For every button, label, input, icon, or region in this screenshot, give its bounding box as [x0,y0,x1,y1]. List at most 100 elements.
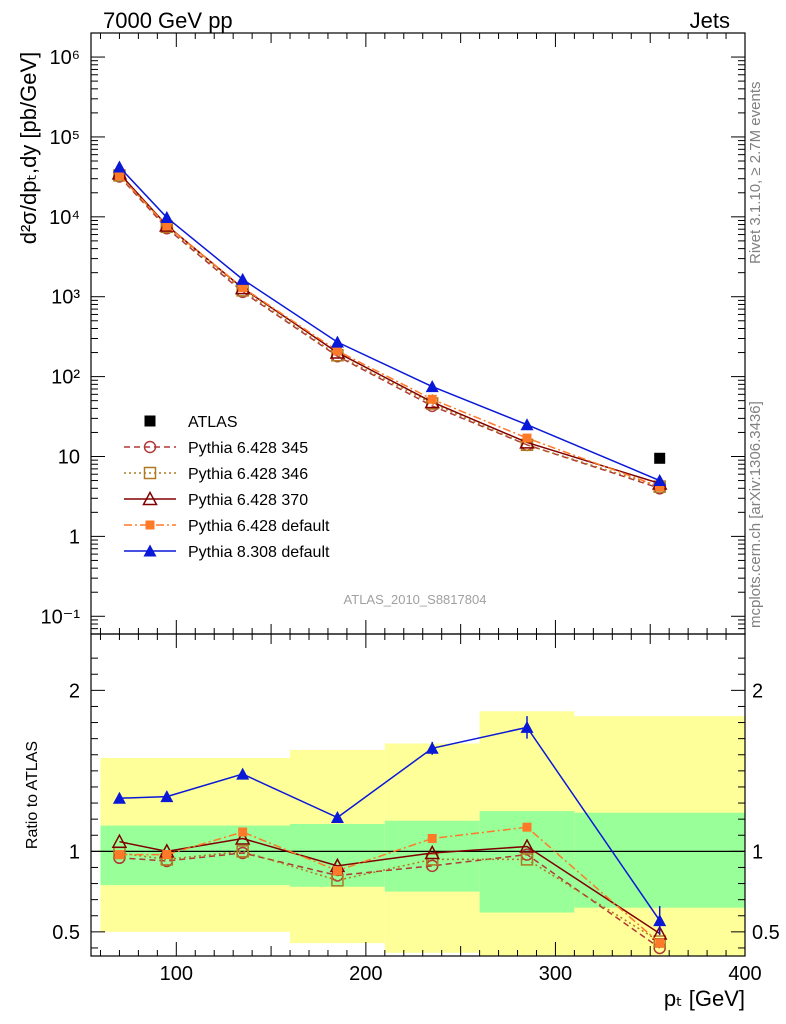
legend-label: ATLAS [188,414,238,431]
legend-label: Pythia 8.308 default [188,544,330,561]
ratio-y-tick-label: 1 [69,841,80,863]
y-tick-label: 1 [69,526,80,548]
legend-label: Pythia 6.428 default [188,518,330,535]
main-point-pythia-8-308-default [112,160,126,173]
main-point-pythia-6-428-default [522,433,532,443]
ratio-point-pythia-6-428-370 [424,844,440,860]
y-axis-title-top: d²σ/dpₜ,dy [pb/GeV] [16,52,41,245]
legend-marker [142,490,158,506]
legend-entry-pythia-6-428-346: Pythia 6.428 346 [124,466,308,483]
ratio-point-pythia-6-428-default [427,833,437,843]
legend-label: Pythia 6.428 370 [188,492,308,509]
ratio-y-tick-label-right: 1 [752,841,763,863]
x-tick-label: 200 [349,963,382,985]
mcplots-side-label-text: mcplots.cern.ch [arXiv:1306.3436] [747,401,764,628]
y-tick-label: 10 [58,446,80,468]
main-point-pythia-6-428-default [655,482,665,492]
ratio-point-pythia-8-308-default [425,741,439,754]
header-left-label: 7000 GeV pp [103,8,233,33]
legend-label: Pythia 6.428 345 [188,440,308,457]
ratio-y-tick-label: 2 [69,680,80,702]
ratio-panel-data [111,716,668,955]
main-point-pythia-8-308-default [425,380,439,393]
ratio-point-pythia-8-308-default [112,791,126,804]
y-tick-label: 10⁵ [49,127,80,149]
y-tick-label: 10⁴ [49,207,80,229]
main-line-pythia-8-308-default [118,166,660,482]
x-tick-label: 400 [728,963,761,985]
main-point-pythia-8-308-default [520,418,534,431]
ratio-point-pythia-8-308-default [520,720,534,733]
legend-entry-atlas: ATLAS [144,414,238,431]
mcplots-side-label: mcplots.cern.ch [arXiv:1306.3436] [747,401,764,628]
y-tick-label: 10⁶ [50,47,80,69]
y-tick-label: 10³ [51,287,80,309]
y-tick-label: 10² [51,367,80,389]
x-tick-label: 100 [160,963,193,985]
x-axis-title: pₜ [GeV] [664,986,745,1011]
header-right-label: Jets [690,8,730,33]
main-point-pythia-6-428-default [162,221,172,231]
ratio-point-pythia-8-308-default [160,790,174,803]
ratio-point-pythia-8-308-default [236,767,250,780]
y-axis-title-top-text: d²σ/dpₜ,dy [pb/GeV] [16,52,41,245]
ratio-point-pythia-8-308-default [653,914,667,927]
x-tick-label: 300 [539,963,572,985]
ratio-point-pythia-6-428-346 [425,853,439,866]
main-point-pythia-8-308-default [330,335,344,348]
ratio-point-pythia-6-428-370 [519,838,535,853]
ratio-panel-frame [90,633,746,957]
ratio-point-pythia-6-428-default [522,822,532,832]
legend-entry-pythia-6-428-default: Pythia 6.428 default [124,518,330,535]
main-line-pythia-6-428-370 [118,172,660,485]
ratio-point-pythia-6-428-346 [520,853,534,866]
legend-entry-pythia-8-308-default: Pythia 8.308 default [124,544,330,561]
ratio-y-tick-label-right: 2 [752,680,763,702]
ratio-point-pythia-6-428-default [655,938,665,948]
main-point-pythia-8-308-default [160,211,174,224]
main-point-pythia-6-428-default [427,394,437,404]
ratio-point-pythia-6-428-370 [234,830,251,845]
main-point-pythia-6-428-default [332,346,342,356]
ratio-band-inner [574,812,745,908]
legend-marker [143,466,157,480]
main-panel-data [111,160,668,495]
y-axis-title-bottom-text: Ratio to ATLAS [24,741,41,849]
ratio-panel-axes: 100 200 300 400 0.5 0.5 1 1 2 2 [52,633,780,985]
ratio-band-inner [100,825,291,886]
ratio-band-inner [384,820,480,892]
legend-marker [144,415,156,427]
ratio-panel-bands [91,711,745,956]
ratio-y-tick-label: 0.5 [52,922,80,944]
ratio-point-pythia-6-428-default [162,850,172,860]
ratio-point-pythia-8-308-default [330,811,344,824]
main-point-pythia-6-428-default [114,170,124,180]
legend-marker [143,544,157,557]
main-point-pythia-8-308-default [653,474,667,487]
ratio-point-pythia-6-428-346 [236,845,249,858]
legend-entry-pythia-6-428-345: Pythia 6.428 345 [124,440,308,457]
analysis-id-label: ATLAS_2010_S8817804 [344,592,487,607]
main-panel-axes: 10⁻¹ 1 10 10² 10³ 10⁴ 10⁵ 10⁶ [41,32,746,635]
ratio-line-pythia-6-428-346 [119,850,661,943]
rivet-side-label-text: Rivet 3.1.10, ≥ 2.7M events [747,82,764,265]
legend-marker [143,440,157,454]
legend: ATLAS Pythia 6.428 345 Pythia 6.428 346 Pyt… [124,414,330,561]
ratio-point-pythia-6-428-default [332,866,342,876]
main-point-atlas [654,452,666,464]
y-axis-title-bottom: Ratio to ATLAS [24,741,41,849]
legend-label: Pythia 6.428 346 [188,466,308,483]
ratio-band-inner [290,823,385,887]
legend-marker [145,520,155,530]
rivet-side-label: Rivet 3.1.10, ≥ 2.7M events [747,82,764,265]
ratio-y-tick-label-right: 0.5 [752,922,780,944]
legend-entry-pythia-6-428-370: Pythia 6.428 370 [124,490,308,509]
y-tick-label: 10⁻¹ [41,606,81,628]
ratio-point-pythia-6-428-default [238,827,248,837]
main-point-pythia-6-428-default [238,283,248,293]
ratio-point-pythia-6-428-default [114,850,124,860]
ratio-point-pythia-6-428-345 [425,859,439,873]
main-point-pythia-8-308-default [236,272,250,285]
ratio-point-pythia-6-428-370 [111,833,128,848]
